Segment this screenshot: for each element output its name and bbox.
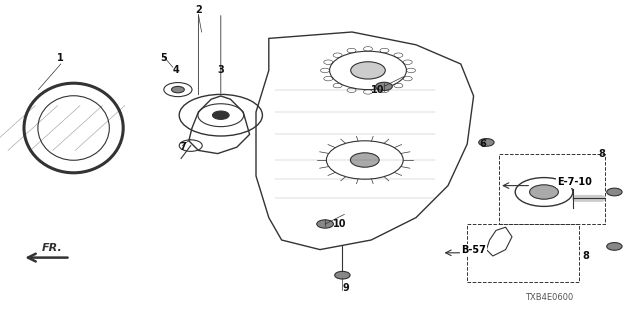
Text: 5: 5 — [160, 52, 166, 63]
Text: 9: 9 — [342, 283, 349, 293]
Circle shape — [172, 86, 184, 93]
Text: TXB4E0600: TXB4E0600 — [525, 293, 573, 302]
Circle shape — [607, 243, 622, 250]
Text: E-7-10: E-7-10 — [557, 177, 591, 188]
Text: 3: 3 — [218, 65, 224, 76]
Text: 10: 10 — [332, 219, 346, 229]
Circle shape — [607, 188, 622, 196]
Circle shape — [335, 271, 350, 279]
Text: 7: 7 — [179, 142, 186, 152]
Circle shape — [351, 153, 379, 167]
Text: 2: 2 — [195, 4, 202, 15]
Circle shape — [351, 62, 385, 79]
Circle shape — [376, 82, 392, 91]
Text: 6: 6 — [480, 139, 486, 149]
Circle shape — [212, 111, 229, 119]
Text: 4: 4 — [173, 65, 179, 76]
Text: 8: 8 — [598, 148, 605, 159]
Text: 1: 1 — [58, 52, 64, 63]
Circle shape — [317, 220, 333, 228]
Text: FR.: FR. — [42, 243, 63, 253]
Text: B-57: B-57 — [461, 244, 486, 255]
Text: 8: 8 — [582, 251, 589, 261]
Text: 10: 10 — [371, 84, 385, 95]
Circle shape — [530, 185, 559, 199]
Circle shape — [479, 139, 494, 146]
